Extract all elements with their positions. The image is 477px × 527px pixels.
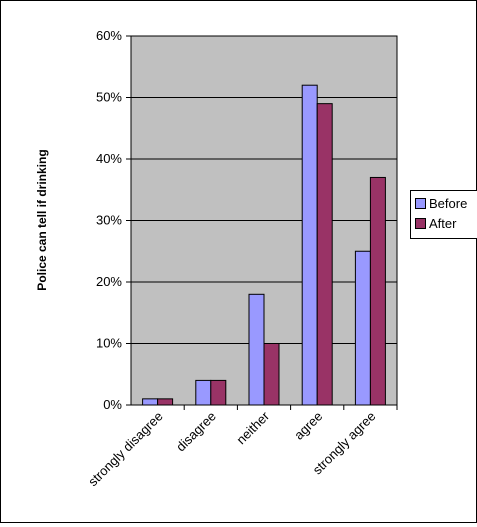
y-tick-label: 10%: [96, 336, 122, 351]
bar-before: [142, 398, 159, 406]
x-tick-label: agree: [291, 409, 325, 443]
x-tick-label: neither: [233, 408, 272, 447]
legend: Before After: [410, 190, 477, 239]
bar-before: [195, 379, 212, 406]
legend-label-before: Before: [429, 196, 468, 211]
bar-after: [210, 379, 227, 406]
legend-item-before: Before: [415, 197, 467, 211]
bars: [142, 84, 386, 406]
bar-after: [316, 103, 333, 406]
legend-swatch-before: [415, 198, 426, 209]
y-axis-label: Police can tell if drinking: [35, 149, 49, 290]
y-tick-label: 50%: [96, 90, 122, 105]
legend-label-after: After: [429, 216, 457, 231]
y-tick-label: 60%: [96, 28, 122, 43]
legend-item-after: After: [415, 217, 456, 231]
x-tick-label: disagree: [173, 409, 219, 455]
gridlines: [131, 35, 397, 344]
bar-before: [301, 84, 318, 406]
x-tick-label: strongly disagree: [85, 409, 166, 490]
y-tick-label: 30%: [96, 213, 122, 228]
y-tick-label: 20%: [96, 274, 122, 289]
y-tick-label: 40%: [96, 151, 122, 166]
bar-after: [263, 343, 280, 406]
y-tick-label: 0%: [103, 397, 122, 412]
bar-before: [248, 293, 265, 406]
legend-swatch-after: [415, 218, 426, 229]
bar-after: [369, 176, 386, 406]
bar-after: [157, 398, 174, 406]
bar-before: [354, 250, 371, 406]
